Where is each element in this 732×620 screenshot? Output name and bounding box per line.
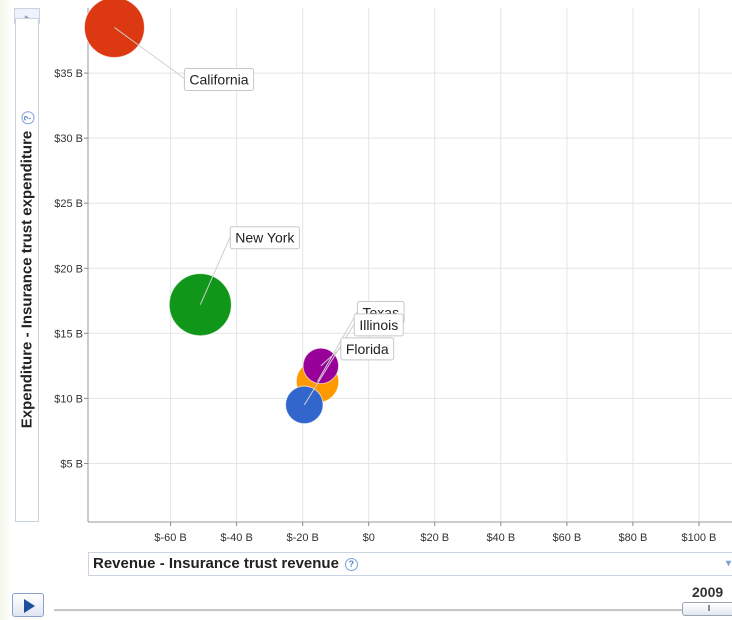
timeline-slider-handle[interactable]: ǁ xyxy=(682,602,732,616)
y-tick-label: $15 B xyxy=(54,328,83,340)
callout-box xyxy=(340,337,395,361)
callout-line-florida xyxy=(320,347,342,367)
y-axis-selector[interactable]: Expenditure - Insurance trust expenditur… xyxy=(15,18,39,522)
axes: $5 B $10 B $15 B $20 B $25 B $30 B $35 B $-60 B… xyxy=(54,8,732,544)
y-tick-label: $25 B xyxy=(54,198,83,210)
bubble-illinois xyxy=(285,385,324,425)
callout-illinois: Illinois xyxy=(353,313,404,337)
y-tick-label: $10 B xyxy=(54,393,83,405)
x-tick-label: $-20 B xyxy=(286,532,318,544)
bubble-chart: $5 B $10 B $15 B $20 B $25 B $30 B $35 B $-60 B… xyxy=(54,0,732,544)
bubbles xyxy=(83,0,340,425)
x-tick-label: $100 B xyxy=(682,532,717,544)
x-tick-label: $80 B xyxy=(619,532,648,544)
x-tick-label: $-40 B xyxy=(220,532,252,544)
callout-label: Illinois xyxy=(359,317,398,333)
x-axis-selector[interactable]: Revenue - Insurance trust revenue? ▾ xyxy=(88,552,732,576)
callout-label: New York xyxy=(235,230,295,246)
bubble-california xyxy=(83,0,145,59)
y-tick-label: $35 B xyxy=(54,68,83,80)
callout-line-california xyxy=(114,27,185,79)
callout-florida: Florida xyxy=(340,337,395,361)
play-icon xyxy=(24,599,35,613)
play-button[interactable] xyxy=(12,593,44,617)
left-gradient-strip xyxy=(0,0,12,620)
year-label: 2009 xyxy=(692,584,724,600)
callout-box xyxy=(183,68,255,92)
x-tick-label: $40 B xyxy=(486,532,515,544)
x-tick-label: $20 B xyxy=(420,532,449,544)
callout-label: Florida xyxy=(346,341,389,357)
y-tick-label: $30 B xyxy=(54,133,83,145)
x-axis-label: Revenue - Insurance trust revenue xyxy=(93,555,339,572)
x-tick-label: $60 B xyxy=(552,532,581,544)
callout-line-texas xyxy=(317,311,358,382)
callout-box xyxy=(229,226,300,250)
timeline-track[interactable] xyxy=(54,609,732,612)
callout-line-new-york xyxy=(199,236,231,305)
callout-new-york: New York xyxy=(229,226,300,250)
chevron-down-icon[interactable]: ▾ xyxy=(725,558,731,569)
callout-box xyxy=(353,313,404,337)
callout-label: California xyxy=(189,72,248,88)
help-icon[interactable]: ? xyxy=(344,557,358,571)
y-tick-label: $20 B xyxy=(54,263,83,275)
y-tick-label: $5 B xyxy=(60,458,83,470)
x-tick-label: $-60 B xyxy=(154,532,186,544)
x-tick-label: $0 xyxy=(363,532,375,544)
callout-california: California xyxy=(183,68,255,92)
